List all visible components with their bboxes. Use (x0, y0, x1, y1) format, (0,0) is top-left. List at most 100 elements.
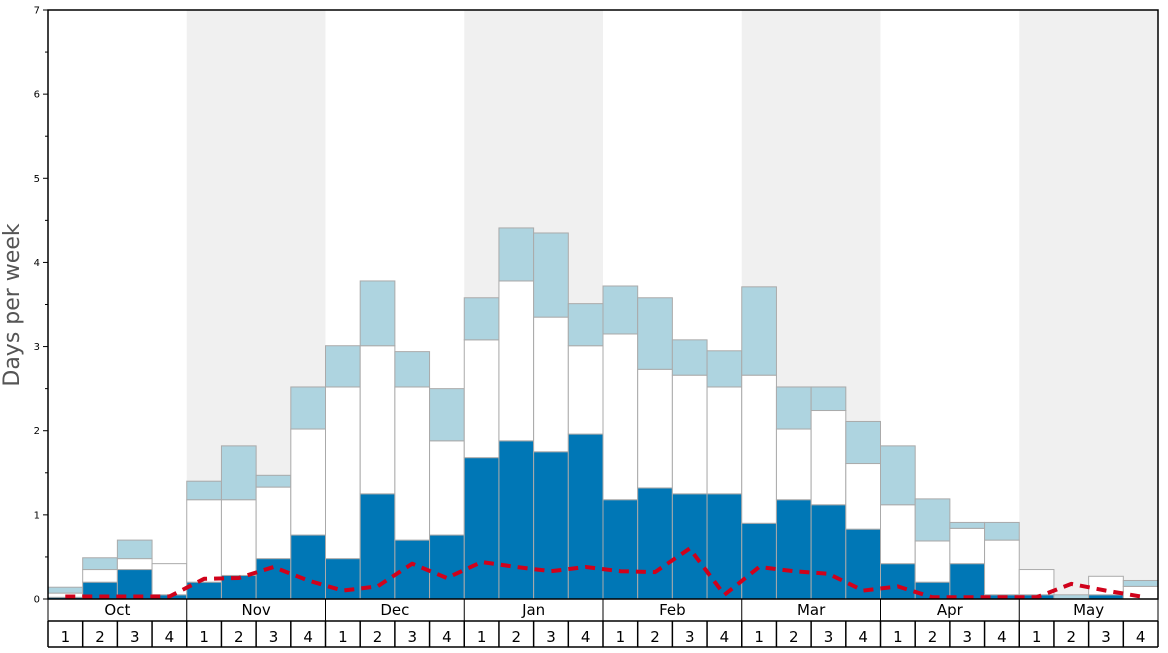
bar-segment-2 (533, 316, 569, 453)
bar-segment-2 (429, 440, 465, 536)
bar-segment-2 (637, 368, 673, 489)
bar-segment-1 (741, 522, 777, 600)
bar-segment-2 (567, 345, 604, 435)
bar-segment-3 (637, 297, 673, 370)
week-label: 1 (893, 628, 903, 646)
month-label: Oct (104, 601, 130, 619)
y-tick-label: 1 (34, 510, 40, 521)
bar-segment-3 (359, 280, 396, 347)
week-label: 3 (407, 628, 417, 646)
week-label: 2 (928, 628, 938, 646)
week-label: 1 (477, 628, 487, 646)
bar-segment-3 (47, 586, 84, 594)
y-tick-label: 5 (34, 174, 40, 185)
bar-segment-1 (706, 493, 743, 600)
bar-segment-3 (567, 303, 604, 347)
week-label: 2 (789, 628, 799, 646)
week-label: 2 (512, 628, 522, 646)
bar-segment-2 (914, 540, 951, 583)
bar-segment-3 (602, 285, 639, 335)
trend-line (65, 546, 1142, 600)
bar-segment-1 (359, 493, 396, 600)
bar-segment-2 (255, 486, 292, 560)
week-label: 4 (442, 628, 452, 646)
bar-segment-1 (845, 528, 881, 600)
bar-segment-1 (810, 504, 847, 600)
bar-segment-2 (949, 527, 986, 565)
month-label: Mar (797, 601, 826, 619)
bar-segment-3 (845, 420, 881, 465)
week-label: 4 (858, 628, 868, 646)
week-label: 2 (95, 628, 105, 646)
bar-segment-2 (498, 280, 535, 442)
bar-segment-3 (498, 227, 535, 282)
bar-segment-2 (984, 539, 1020, 596)
y-tick-label: 3 (34, 342, 40, 353)
bar-segment-1 (498, 440, 535, 600)
week-label: 2 (373, 628, 383, 646)
y-tick-label: 6 (34, 90, 40, 101)
bar-segment-1 (290, 534, 326, 600)
week-label: 1 (199, 628, 209, 646)
bar-segment-2 (602, 333, 639, 501)
week-label: 3 (269, 628, 279, 646)
bar-segment-2 (186, 499, 222, 583)
month-band (1019, 10, 1158, 599)
y-axis: 0 1 2 3 4 5 6 7 (34, 6, 48, 606)
bar-stacks (47, 227, 1159, 600)
bar-segment-2 (671, 374, 708, 495)
bar-segment-2 (775, 428, 812, 501)
bar-segment-3 (741, 286, 777, 376)
bar-segment-3 (671, 339, 708, 376)
y-tick-label: 4 (34, 258, 40, 269)
week-label: 3 (546, 628, 556, 646)
bar-segment-2 (290, 428, 326, 536)
bar-segment-3 (220, 445, 257, 501)
week-label: 1 (1032, 628, 1042, 646)
week-label: 4 (303, 628, 313, 646)
week-label: 1 (61, 628, 71, 646)
bar-segment-1 (602, 499, 639, 600)
bar-segment-3 (880, 445, 916, 506)
week-label: 1 (616, 628, 626, 646)
month-label: May (1073, 601, 1104, 619)
bar-segment-1 (255, 558, 292, 600)
bar-segment-1 (533, 451, 569, 600)
week-label: 3 (824, 628, 834, 646)
bar-segment-2 (394, 386, 431, 541)
week-label: 3 (685, 628, 695, 646)
bar-segment-2 (845, 463, 881, 530)
bar-segment-2 (463, 339, 500, 459)
bar-segment-2 (116, 558, 153, 571)
bar-segment-2 (741, 374, 777, 524)
bar-segment-3 (394, 351, 431, 388)
bar-segment-3 (949, 521, 986, 529)
bar-segment-3 (255, 474, 292, 488)
bar-segment-2 (1018, 569, 1055, 596)
week-label: 1 (754, 628, 764, 646)
week-label: 4 (720, 628, 730, 646)
bar-segment-3 (810, 386, 847, 412)
bar-segment-1 (186, 581, 222, 600)
bar-segment-3 (1122, 579, 1159, 587)
bar-segment-2 (359, 345, 396, 495)
y-tick-label: 0 (34, 595, 40, 606)
bar-segment-2 (82, 569, 118, 583)
bar-segment-1 (949, 563, 986, 600)
bar-segment-3 (82, 557, 118, 571)
week-label: 2 (234, 628, 244, 646)
bar-segment-3 (914, 498, 951, 542)
trend-line-layer (65, 546, 1142, 600)
bar-segment-3 (429, 388, 465, 442)
bar-segment-2 (880, 504, 916, 565)
bar-segment-2 (151, 563, 188, 596)
bar-segment-3 (706, 350, 743, 388)
month-label: Apr (937, 601, 964, 619)
y-tick-label: 2 (34, 426, 40, 437)
week-label: 3 (130, 628, 140, 646)
bar-segment-2 (810, 410, 847, 506)
bar-segment-3 (186, 480, 222, 501)
x-axis: Oct Nov Dec Jan Feb Mar Apr May 1 2 3 4 1 2 3 4 1 2 3 4 1 2 3 4… (47, 599, 1159, 648)
bar-segment-1 (775, 499, 812, 600)
